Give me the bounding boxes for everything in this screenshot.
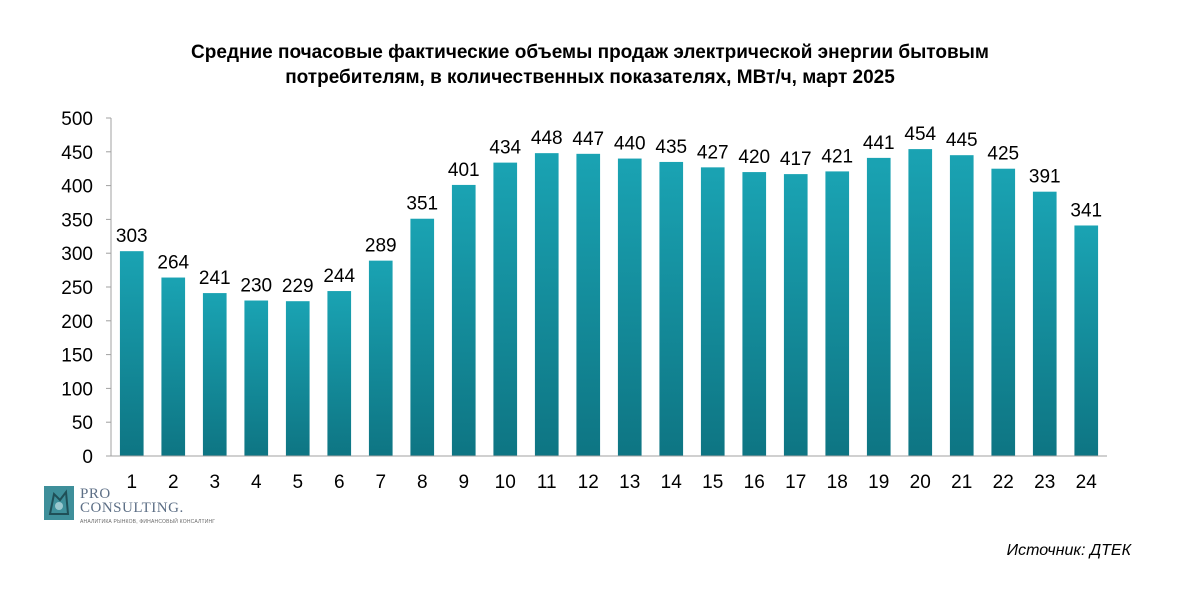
y-tick-label: 250 (61, 278, 93, 299)
x-tick-label: 12 (578, 472, 599, 493)
bar (908, 149, 933, 456)
x-tick-label: 20 (910, 472, 931, 493)
bar (285, 301, 310, 456)
bars-group (119, 149, 1099, 457)
x-tick-label: 1 (126, 472, 137, 493)
x-tick-label: 15 (702, 472, 723, 493)
bar (119, 251, 144, 456)
bar-data-label: 445 (946, 130, 978, 151)
y-tick-label: 50 (72, 413, 93, 434)
x-tick-label: 24 (1076, 472, 1098, 493)
bar (161, 277, 186, 456)
bar (534, 153, 559, 457)
bar (949, 155, 974, 456)
bar-data-label: 341 (1070, 200, 1102, 221)
x-tick-label: 17 (785, 472, 806, 493)
y-tick-label: 450 (61, 143, 93, 164)
x-tick-label: 11 (537, 472, 557, 493)
y-tick-label: 0 (82, 447, 93, 468)
bar (783, 174, 808, 456)
bar-data-label: 448 (531, 128, 563, 149)
bar-data-label: 427 (697, 142, 729, 163)
x-tick-label: 7 (375, 472, 386, 493)
bar (825, 171, 850, 457)
bar-data-label: 417 (780, 149, 812, 170)
x-tick-label: 5 (292, 472, 303, 493)
bar-data-label: 244 (323, 266, 355, 287)
x-tick-label: 23 (1034, 472, 1055, 493)
x-tick-label: 4 (251, 472, 262, 493)
pro-consulting-logo: PRO CONSULTING. АНАЛИТИКА РЫНКОВ, ФИНАНС… (44, 486, 234, 526)
data-labels-group: 303 264 241 230 229 244 289 351 401 434 448 447 440 4… (116, 124, 1102, 297)
x-tick-label: 13 (619, 472, 640, 493)
x-tick-label: 19 (868, 472, 889, 493)
y-tick-label: 300 (61, 244, 93, 265)
x-tick-label: 22 (993, 472, 1014, 493)
y-tick-label: 200 (61, 312, 93, 333)
x-tick-label: 2 (168, 472, 179, 493)
chart-title: Средние почасовые фактические объемы про… (40, 40, 1140, 90)
logo-mark-icon (44, 486, 74, 520)
bar-data-label: 289 (365, 236, 397, 257)
bar-data-label: 401 (448, 160, 480, 181)
bar (202, 293, 227, 456)
logo-name-text: CONSULTING. (80, 500, 184, 516)
x-tick-label: 21 (951, 472, 972, 493)
bar-data-label: 351 (406, 194, 438, 215)
x-tick-label: 14 (661, 472, 683, 493)
bar (742, 172, 767, 456)
bar (576, 153, 601, 456)
source-note: Источник: ДТЕК (1006, 542, 1131, 559)
y-tick-label: 500 (61, 109, 93, 130)
x-tick-label: 3 (209, 472, 220, 493)
bar-data-label: 391 (1029, 167, 1061, 188)
bar (244, 300, 269, 456)
bar-data-label: 440 (614, 134, 646, 155)
bar (451, 184, 476, 456)
chart-title-line-1: Средние почасовые фактические объемы про… (191, 42, 989, 63)
bar-data-label: 421 (821, 146, 853, 167)
chart-title-line-2: потребителям, в количественных показател… (285, 67, 895, 88)
x-tick-label: 10 (495, 472, 516, 493)
bar-data-label: 435 (655, 137, 687, 158)
bar-data-label: 264 (157, 253, 189, 274)
y-tick-label: 400 (61, 177, 93, 198)
x-tick-label: 9 (458, 472, 469, 493)
y-tick-label: 350 (61, 210, 93, 231)
logo-pro-text: PRO (80, 486, 111, 502)
bar (991, 168, 1016, 456)
bar-data-label: 447 (572, 129, 604, 150)
logo-tagline: АНАЛИТИКА РЫНКОВ, ФИНАНСОВЫЙ КОНСАЛТИНГ (80, 519, 216, 525)
bar-data-label: 434 (489, 138, 521, 159)
x-tick-label: 6 (334, 472, 345, 493)
bar-data-label: 230 (240, 276, 272, 297)
bar (493, 162, 518, 456)
bar-data-label: 454 (904, 124, 936, 145)
bar (1032, 191, 1057, 456)
bar (700, 167, 725, 456)
y-axis: 0 50 100 150 200 250 300 350 400 450 500 (61, 109, 112, 468)
x-tick-label: 16 (744, 472, 765, 493)
bar (368, 260, 393, 456)
bar (659, 161, 684, 456)
bar-data-label: 303 (116, 226, 148, 247)
y-tick-label: 150 (61, 346, 93, 367)
x-tick-label: 8 (417, 472, 428, 493)
bar-data-label: 229 (282, 276, 314, 297)
bar-data-label: 441 (863, 133, 895, 154)
bar-data-label: 425 (987, 144, 1019, 165)
bar (617, 158, 642, 456)
bar (410, 218, 435, 456)
bar (1074, 225, 1099, 456)
x-tick-label: 18 (827, 472, 848, 493)
bar (866, 157, 891, 456)
bar-data-label: 241 (199, 268, 231, 289)
x-axis: 1 2 3 4 5 6 7 8 9 10 11 12 13 14 15 16 17 18 19 20 21 22 23 24 (111, 455, 1107, 493)
bar (327, 291, 352, 456)
bar-data-label: 420 (738, 147, 770, 168)
y-tick-label: 100 (61, 379, 93, 400)
